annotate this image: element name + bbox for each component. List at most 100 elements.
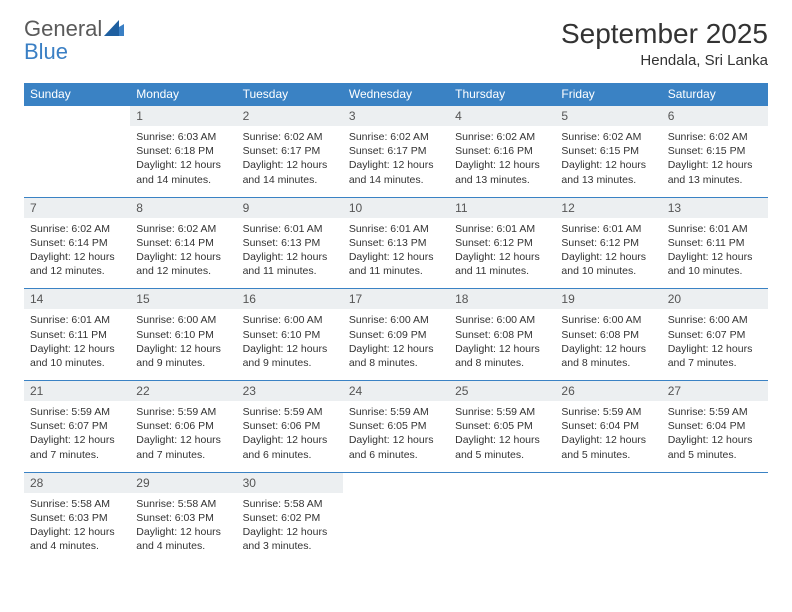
day-number: 16 (237, 289, 343, 309)
daylight-text: Daylight: 12 hours and 11 minutes. (455, 250, 549, 278)
day-details: Sunrise: 5:59 AMSunset: 6:05 PMDaylight:… (449, 401, 555, 472)
daylight-text: Daylight: 12 hours and 6 minutes. (243, 433, 337, 461)
dayhead-sat: Saturday (662, 83, 768, 106)
sunrise-text: Sunrise: 6:02 AM (668, 130, 762, 144)
daylight-text: Daylight: 12 hours and 14 minutes. (136, 158, 230, 186)
daylight-text: Daylight: 12 hours and 3 minutes. (243, 525, 337, 553)
sunset-text: Sunset: 6:17 PM (349, 144, 443, 158)
logo: General Blue (24, 18, 124, 64)
day-number: 28 (24, 473, 130, 493)
day-details: Sunrise: 6:02 AMSunset: 6:16 PMDaylight:… (449, 126, 555, 197)
sunrise-text: Sunrise: 6:01 AM (561, 222, 655, 236)
sunset-text: Sunset: 6:12 PM (455, 236, 549, 250)
dayhead-sun: Sunday (24, 83, 130, 106)
daylight-text: Daylight: 12 hours and 8 minutes. (561, 342, 655, 370)
day-details: Sunrise: 6:01 AMSunset: 6:12 PMDaylight:… (449, 218, 555, 289)
sunset-text: Sunset: 6:10 PM (136, 328, 230, 342)
day-number: 19 (555, 289, 661, 309)
sunset-text: Sunset: 6:17 PM (243, 144, 337, 158)
day-details: Sunrise: 6:03 AMSunset: 6:18 PMDaylight:… (130, 126, 236, 197)
day-details: Sunrise: 6:01 AMSunset: 6:13 PMDaylight:… (343, 218, 449, 289)
calendar-cell: 2Sunrise: 6:02 AMSunset: 6:17 PMDaylight… (237, 106, 343, 198)
day-details: Sunrise: 6:02 AMSunset: 6:14 PMDaylight:… (130, 218, 236, 289)
sunrise-text: Sunrise: 5:59 AM (349, 405, 443, 419)
daylight-text: Daylight: 12 hours and 5 minutes. (668, 433, 762, 461)
sunrise-text: Sunrise: 5:58 AM (30, 497, 124, 511)
day-details: Sunrise: 6:00 AMSunset: 6:08 PMDaylight:… (555, 309, 661, 380)
day-number: 14 (24, 289, 130, 309)
day-details: Sunrise: 6:01 AMSunset: 6:12 PMDaylight:… (555, 218, 661, 289)
day-details: Sunrise: 5:59 AMSunset: 6:04 PMDaylight:… (662, 401, 768, 472)
logo-word-blue: Blue (24, 39, 68, 64)
daylight-text: Daylight: 12 hours and 8 minutes. (349, 342, 443, 370)
daylight-text: Daylight: 12 hours and 11 minutes. (349, 250, 443, 278)
calendar-cell: 4Sunrise: 6:02 AMSunset: 6:16 PMDaylight… (449, 106, 555, 198)
dayhead-tue: Tuesday (237, 83, 343, 106)
sunrise-text: Sunrise: 6:02 AM (30, 222, 124, 236)
day-number: 17 (343, 289, 449, 309)
day-number: 25 (449, 381, 555, 401)
calendar-cell: 7Sunrise: 6:02 AMSunset: 6:14 PMDaylight… (24, 197, 130, 289)
sunset-text: Sunset: 6:15 PM (668, 144, 762, 158)
daylight-text: Daylight: 12 hours and 7 minutes. (136, 433, 230, 461)
sunrise-text: Sunrise: 5:58 AM (136, 497, 230, 511)
header: General Blue September 2025 Hendala, Sri… (24, 18, 768, 69)
sunset-text: Sunset: 6:10 PM (243, 328, 337, 342)
day-number: 3 (343, 106, 449, 126)
dayhead-mon: Monday (130, 83, 236, 106)
calendar-cell: 28Sunrise: 5:58 AMSunset: 6:03 PMDayligh… (24, 472, 130, 563)
dayhead-fri: Friday (555, 83, 661, 106)
calendar-cell: 25Sunrise: 5:59 AMSunset: 6:05 PMDayligh… (449, 381, 555, 473)
day-number: 1 (130, 106, 236, 126)
day-number: 11 (449, 198, 555, 218)
day-number: 26 (555, 381, 661, 401)
day-number: 13 (662, 198, 768, 218)
sunrise-text: Sunrise: 5:59 AM (243, 405, 337, 419)
sunrise-text: Sunrise: 6:02 AM (455, 130, 549, 144)
calendar-cell: 22Sunrise: 5:59 AMSunset: 6:06 PMDayligh… (130, 381, 236, 473)
calendar-cell: 24Sunrise: 5:59 AMSunset: 6:05 PMDayligh… (343, 381, 449, 473)
day-details: Sunrise: 6:02 AMSunset: 6:15 PMDaylight:… (662, 126, 768, 197)
day-details (24, 112, 130, 170)
calendar-cell: 6Sunrise: 6:02 AMSunset: 6:15 PMDaylight… (662, 106, 768, 198)
calendar-cell: 23Sunrise: 5:59 AMSunset: 6:06 PMDayligh… (237, 381, 343, 473)
sunset-text: Sunset: 6:16 PM (455, 144, 549, 158)
day-number: 8 (130, 198, 236, 218)
sunset-text: Sunset: 6:13 PM (243, 236, 337, 250)
calendar-cell: 20Sunrise: 6:00 AMSunset: 6:07 PMDayligh… (662, 289, 768, 381)
sunset-text: Sunset: 6:07 PM (30, 419, 124, 433)
daylight-text: Daylight: 12 hours and 11 minutes. (243, 250, 337, 278)
day-details: Sunrise: 5:58 AMSunset: 6:03 PMDaylight:… (130, 493, 236, 564)
day-details: Sunrise: 5:59 AMSunset: 6:07 PMDaylight:… (24, 401, 130, 472)
sunrise-text: Sunrise: 6:01 AM (349, 222, 443, 236)
day-details: Sunrise: 6:00 AMSunset: 6:10 PMDaylight:… (237, 309, 343, 380)
daylight-text: Daylight: 12 hours and 13 minutes. (561, 158, 655, 186)
sunset-text: Sunset: 6:15 PM (561, 144, 655, 158)
calendar-cell: 30Sunrise: 5:58 AMSunset: 6:02 PMDayligh… (237, 472, 343, 563)
daylight-text: Daylight: 12 hours and 12 minutes. (136, 250, 230, 278)
sunset-text: Sunset: 6:07 PM (668, 328, 762, 342)
sunset-text: Sunset: 6:13 PM (349, 236, 443, 250)
daylight-text: Daylight: 12 hours and 9 minutes. (136, 342, 230, 370)
daylight-text: Daylight: 12 hours and 4 minutes. (136, 525, 230, 553)
page-title: September 2025 (561, 18, 768, 50)
sunset-text: Sunset: 6:04 PM (561, 419, 655, 433)
day-number: 10 (343, 198, 449, 218)
dayhead-thu: Thursday (449, 83, 555, 106)
sunrise-text: Sunrise: 6:02 AM (136, 222, 230, 236)
sunrise-text: Sunrise: 6:01 AM (243, 222, 337, 236)
calendar-row: 7Sunrise: 6:02 AMSunset: 6:14 PMDaylight… (24, 197, 768, 289)
sunrise-text: Sunrise: 6:02 AM (243, 130, 337, 144)
day-number: 4 (449, 106, 555, 126)
daylight-text: Daylight: 12 hours and 7 minutes. (30, 433, 124, 461)
day-details: Sunrise: 5:58 AMSunset: 6:03 PMDaylight:… (24, 493, 130, 564)
day-number: 20 (662, 289, 768, 309)
day-details: Sunrise: 6:00 AMSunset: 6:09 PMDaylight:… (343, 309, 449, 380)
calendar-cell: 11Sunrise: 6:01 AMSunset: 6:12 PMDayligh… (449, 197, 555, 289)
sunset-text: Sunset: 6:06 PM (243, 419, 337, 433)
day-number: 29 (130, 473, 236, 493)
sunset-text: Sunset: 6:14 PM (136, 236, 230, 250)
daylight-text: Daylight: 12 hours and 10 minutes. (561, 250, 655, 278)
calendar-cell: 9Sunrise: 6:01 AMSunset: 6:13 PMDaylight… (237, 197, 343, 289)
sunrise-text: Sunrise: 6:00 AM (455, 313, 549, 327)
